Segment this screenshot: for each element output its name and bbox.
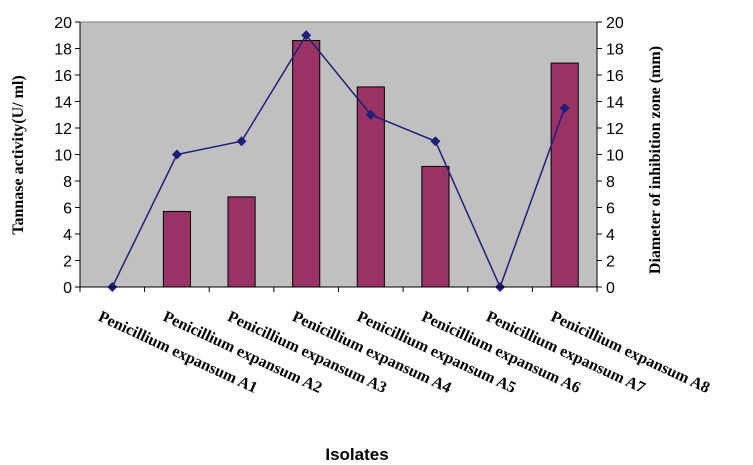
left-y-tick-label: 18 <box>54 42 72 59</box>
right-y-tick-label: 0 <box>606 280 615 297</box>
line-point-2 <box>171 149 182 160</box>
bar-2 <box>162 210 192 288</box>
right-y-tick-label: 8 <box>606 174 615 191</box>
line-series <box>111 33 566 290</box>
right-y-tick-label: 20 <box>606 15 624 32</box>
left-y-tick-label: 6 <box>63 201 72 218</box>
right-y-ticks: 0 2 4 6 8 10 12 14 16 18 20 <box>597 15 624 297</box>
line-point-5 <box>365 109 376 120</box>
bar-6 <box>421 165 450 288</box>
bar-5 <box>356 86 385 288</box>
left-y-tick-label: 10 <box>54 148 72 165</box>
right-y-tick-label: 14 <box>606 95 624 112</box>
line-point-6 <box>430 136 441 147</box>
bar-8 <box>550 62 579 288</box>
left-y-tick-label: 8 <box>63 174 72 191</box>
line-point-8 <box>559 103 570 114</box>
right-y-tick-label: 2 <box>606 254 615 271</box>
left-y-tick-label: 4 <box>63 227 72 244</box>
right-y-tick-label: 4 <box>606 227 615 244</box>
right-y-tick-label: 12 <box>606 121 624 138</box>
x-axis-label: Isolates <box>325 445 388 464</box>
bar-3 <box>227 196 256 288</box>
line-point-4 <box>301 30 312 41</box>
left-y-tick-label: 14 <box>54 95 72 112</box>
bar-4 <box>292 40 321 288</box>
left-y-tick-label: 16 <box>54 68 72 85</box>
bars-group <box>162 40 579 288</box>
left-y-ticks: 0 2 4 6 8 10 12 14 16 18 20 <box>54 15 80 297</box>
line-point-3 <box>236 136 247 147</box>
y-axis-label: Tannase activity(U/ ml) <box>10 75 27 234</box>
right-y-tick-label: 10 <box>606 148 624 165</box>
left-y-tick-label: 20 <box>54 15 72 32</box>
left-y-tick-label: 0 <box>63 280 72 297</box>
right-y-tick-label: 6 <box>606 201 615 218</box>
right-y-tick-label: 16 <box>606 68 624 85</box>
right-y-tick-label: 18 <box>606 42 624 59</box>
plot-area <box>79 21 598 288</box>
left-y-tick-label: 2 <box>63 254 72 271</box>
y2-axis-label: Diameter of inhibition zone (mm) <box>647 46 664 274</box>
left-y-tick-label: 12 <box>54 121 72 138</box>
line-series-group <box>107 30 570 292</box>
